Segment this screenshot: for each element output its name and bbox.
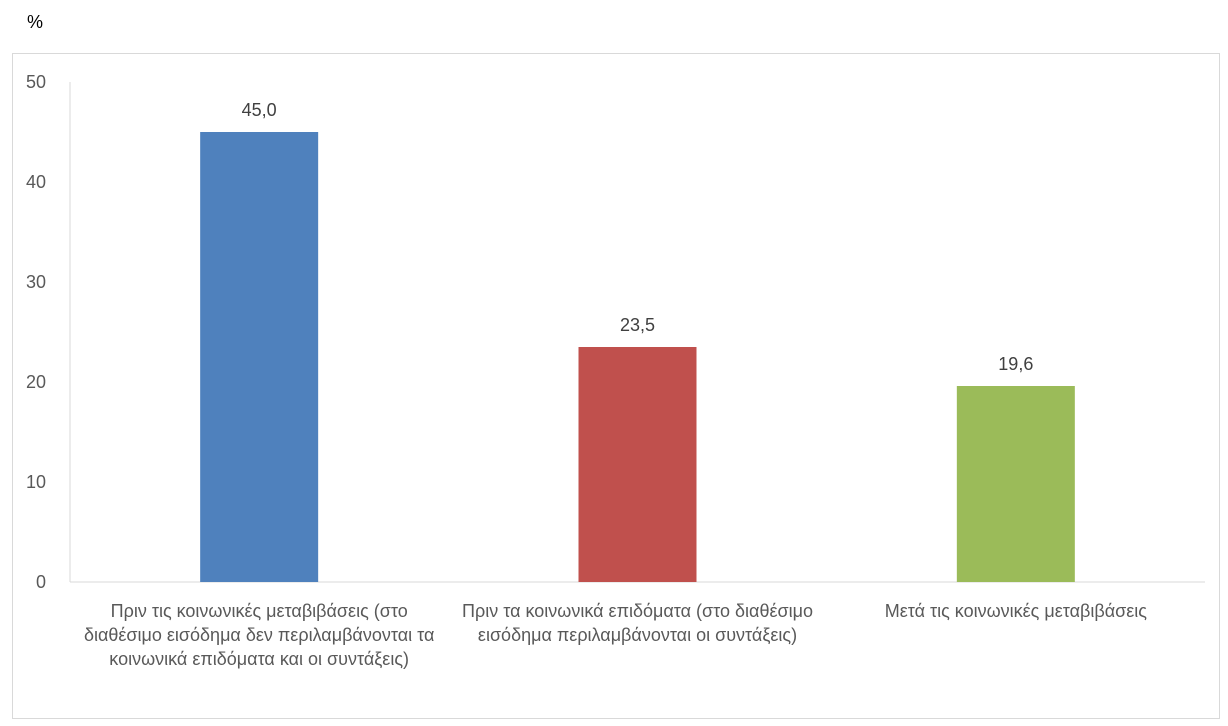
y-tick-label: 40 [26, 172, 46, 192]
data-label-1: 45,0 [242, 100, 277, 120]
bar-2 [578, 347, 697, 582]
y-axis-ticks: 0 10 20 30 40 50 [26, 72, 46, 592]
y-tick-label: 0 [36, 572, 46, 592]
y-tick-label: 50 [26, 72, 46, 92]
data-labels: 45,0 23,5 19,6 [242, 100, 1034, 374]
bar-3 [956, 386, 1075, 582]
chart-frame [12, 53, 1220, 719]
y-axis-unit-label: % [27, 12, 44, 32]
bar-1 [200, 132, 319, 582]
y-tick-label: 20 [26, 372, 46, 392]
data-label-2: 23,5 [620, 315, 655, 335]
x-category-label-1: Πριν τις κοινωνικές μεταβιβάσεις (στο δι… [83, 601, 435, 669]
data-label-3: 19,6 [998, 354, 1033, 374]
y-tick-label: 30 [26, 272, 46, 292]
x-category-label-2: Πριν τα κοινωνικά επιδόματα (στο διαθέσι… [462, 601, 813, 645]
y-tick-label: 10 [26, 472, 46, 492]
x-category-label-3: Μετά τις κοινωνικές μεταβιβάσεις [884, 601, 1147, 621]
bars [200, 132, 1075, 582]
